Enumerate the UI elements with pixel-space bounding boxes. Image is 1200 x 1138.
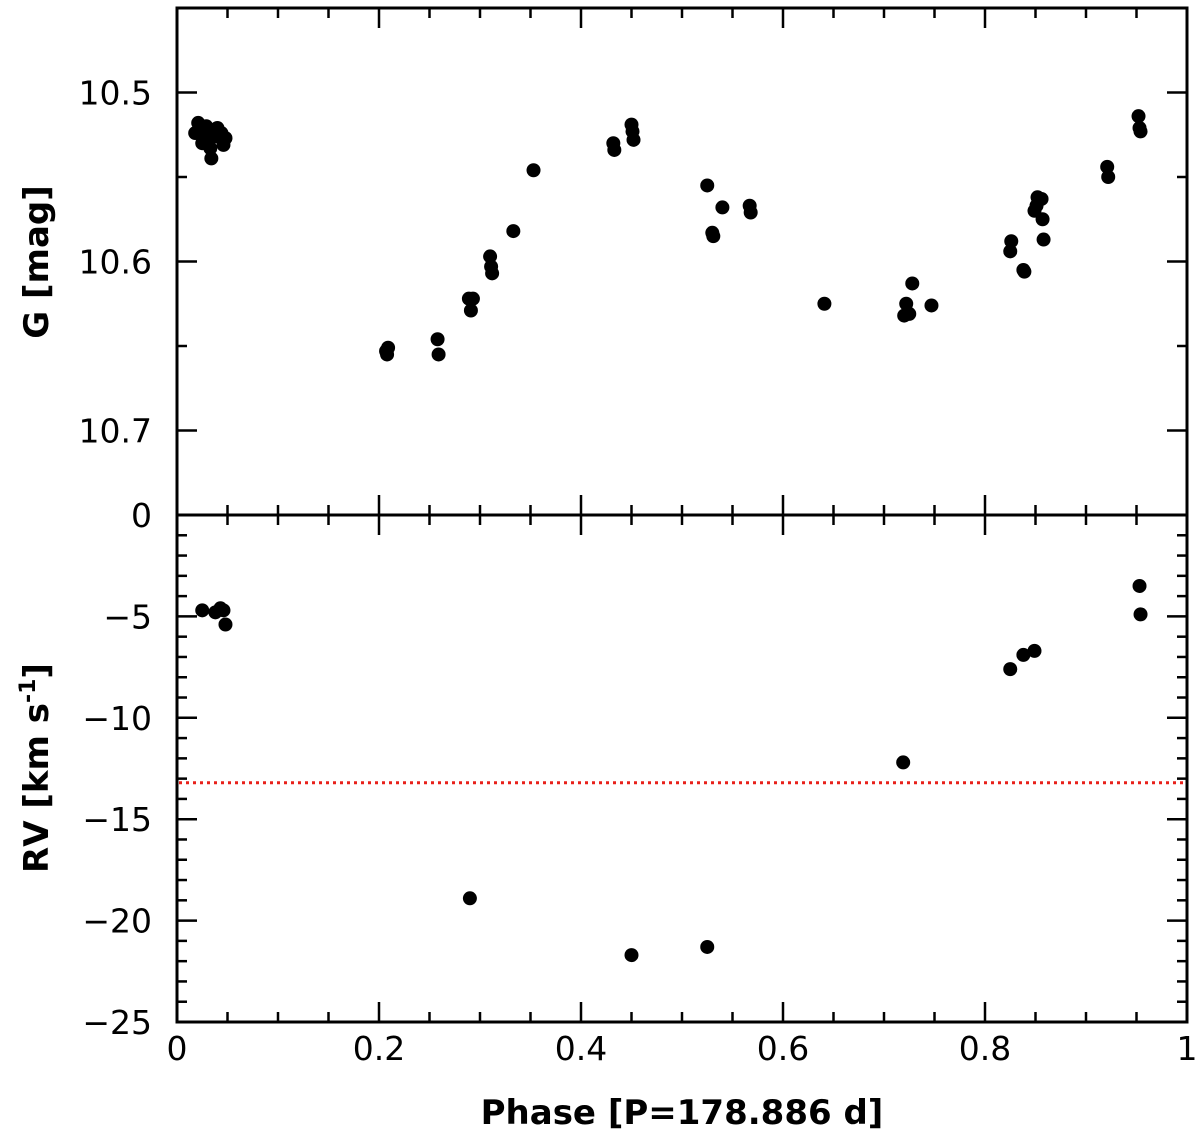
g-data-point	[902, 306, 917, 321]
g-data-point	[700, 178, 715, 193]
g-data-point	[1100, 159, 1115, 174]
g-data-point	[1003, 244, 1018, 259]
g-data-point	[506, 224, 521, 239]
rv-data-point	[624, 948, 639, 963]
g-data-point	[463, 303, 478, 318]
phase-axis-label: Phase [P=178.886 d]	[481, 1093, 884, 1133]
g-data-point	[1131, 109, 1146, 124]
g-data-point	[706, 229, 721, 244]
g-data-point	[485, 266, 500, 281]
rv-data-point	[195, 603, 210, 618]
g-data-point	[1004, 234, 1019, 249]
g-data-point	[218, 131, 233, 146]
g-data-point	[715, 200, 730, 215]
rv-data-point	[1027, 643, 1042, 658]
rv-axis-label-superscript: -1	[16, 679, 41, 703]
g-data-point	[1101, 170, 1116, 184]
g-data-point	[743, 205, 758, 220]
phase-x-tick-label: 0.8	[959, 1029, 1011, 1068]
g-panel-points	[188, 109, 1148, 362]
g-y-tick-label: 10.5	[79, 74, 152, 113]
rv-data-point	[462, 891, 477, 906]
rv-data-point	[700, 939, 715, 954]
rv-data-point	[216, 603, 231, 618]
rv-panel-y-tick-labels: −5 −10 −15 −20 −25	[82, 597, 152, 1042]
g-y-tick-label: 0	[131, 496, 152, 535]
rv-y-tick-label: −25	[82, 1003, 152, 1042]
g-data-point	[924, 298, 939, 313]
g-data-point	[1036, 232, 1051, 247]
rv-axis-label-main: RV [km s	[17, 703, 57, 873]
phase-x-tick-label: 0.6	[757, 1029, 809, 1068]
g-data-point	[526, 163, 541, 178]
phase-x-tick-labels: 0 0.2 0.4 0.6 0.8 1	[167, 1029, 1198, 1068]
g-panel-y-tick-labels: 10.5 10.6 10.7 0	[79, 74, 152, 536]
g-data-point	[203, 141, 218, 156]
g-data-point	[204, 151, 219, 166]
rv-y-tick-label: −10	[82, 699, 152, 738]
phase-x-tick-label: 1	[1177, 1029, 1198, 1068]
g-data-point	[607, 142, 622, 157]
rv-data-point	[1016, 647, 1031, 662]
g-data-point	[626, 132, 641, 147]
g-data-point	[1034, 191, 1049, 206]
g-data-point	[905, 276, 920, 291]
g-data-point	[817, 296, 832, 311]
g-data-point	[431, 347, 446, 362]
rv-y-tick-label: −20	[82, 902, 152, 941]
rv-data-point	[218, 617, 233, 632]
g-panel-ticks	[175, 6, 1189, 517]
rv-panel-frame	[175, 513, 1189, 1024]
g-panel-frame	[175, 6, 1189, 517]
g-data-point	[1035, 212, 1050, 227]
rv-panel-ticks	[175, 513, 1189, 1024]
rv-data-point	[1132, 578, 1147, 593]
rv-data-point	[896, 755, 911, 770]
g-axis-label: G [mag]	[17, 185, 57, 339]
g-data-point	[381, 340, 396, 355]
rv-axis-label-suffix: ]	[17, 663, 57, 679]
rv-axis-label: RV [km s-1]	[16, 663, 57, 873]
g-y-tick-label: 10.7	[79, 412, 152, 451]
g-data-point	[483, 249, 498, 264]
g-data-point	[430, 332, 445, 347]
phase-x-tick-label: 0	[167, 1029, 188, 1068]
rv-data-point	[1133, 607, 1148, 622]
g-data-point	[1133, 124, 1148, 139]
rv-panel-points	[195, 578, 1148, 963]
g-y-tick-label: 10.6	[79, 243, 152, 282]
g-data-point	[1017, 264, 1032, 279]
phase-x-tick-label: 0.2	[353, 1029, 405, 1068]
phase-x-tick-label: 0.4	[555, 1029, 607, 1068]
rv-y-tick-label: −15	[82, 800, 152, 839]
rv-data-point	[1003, 662, 1018, 677]
g-data-point	[465, 291, 480, 306]
rv-y-tick-label: −5	[103, 597, 152, 636]
